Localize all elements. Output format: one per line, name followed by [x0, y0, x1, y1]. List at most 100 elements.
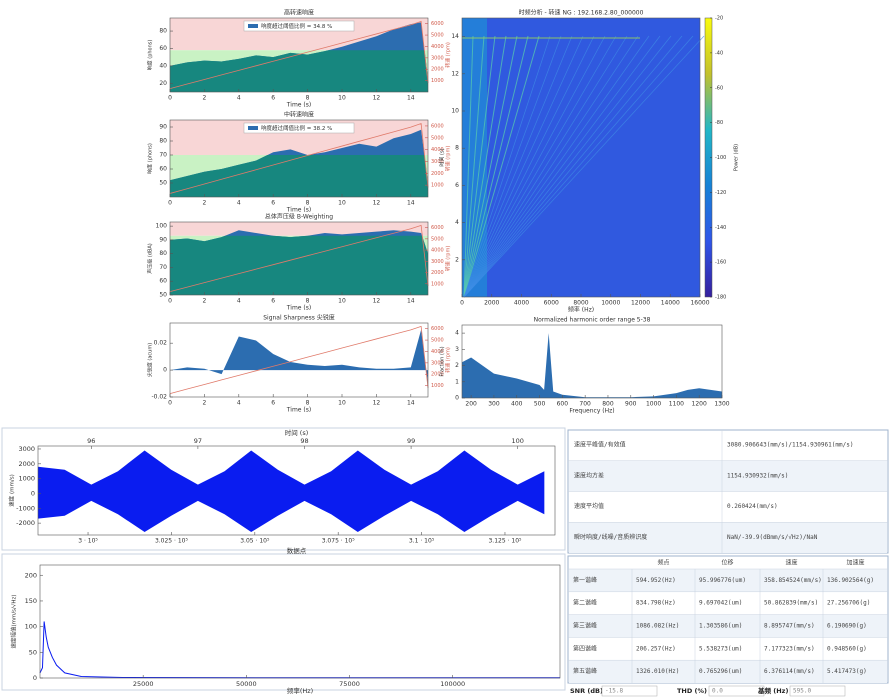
y2-tick-label: 1000 [431, 183, 444, 189]
status-field [708, 685, 765, 697]
colorbar-tick-label: -140 [715, 225, 726, 231]
x-tick-label: 4 [237, 400, 241, 407]
x-tick-label: 2000 [484, 300, 499, 307]
y-axis-label: 速度幅值(mm/s/√Hz) [10, 594, 18, 648]
cell-value: 206.257(Hz) [636, 645, 676, 652]
x-tick-label: 8 [306, 298, 310, 305]
stat-value: NaN/-39.9(dBmm/s/√Hz)/NaN [727, 534, 818, 541]
y-tick-label: 60 [159, 278, 167, 285]
harmonic-trace [463, 35, 562, 298]
y-tick-label: 60 [159, 45, 167, 52]
x2-tick-label: 3.05 · 10⁵ [240, 538, 270, 545]
x-tick-label: 12 [373, 400, 381, 407]
legend-label: 响度超过阈值比例 = 38.2 % [261, 124, 332, 132]
y-tick-label: 50 [29, 648, 37, 656]
column-header: 位移 [721, 559, 733, 567]
cell-value: 50.862839(mm/s) [764, 600, 818, 607]
x-tick-label: 8000 [573, 300, 588, 307]
harmonic-trace [463, 35, 617, 298]
y-tick-label: -0.02 [151, 394, 167, 401]
y-tick-label: 70 [159, 152, 167, 159]
y-tick-label: 80 [159, 28, 167, 35]
y-axis-label: 响度 (phons) [147, 40, 154, 71]
y-tick-label: 4 [455, 219, 459, 226]
harmonic-trace [463, 35, 650, 298]
stat-label: 速度平峰值/有效值 [574, 441, 626, 449]
stat-label: 瞬时响度/线噪/音质辨识度 [574, 533, 647, 541]
column-header: 速度 [785, 559, 797, 567]
y-tick-label: 90 [159, 236, 167, 243]
y-axis-label: Fraction (%) [440, 346, 446, 376]
x-tick-label: 8 [306, 400, 310, 407]
y-tick-label: 50 [159, 292, 167, 299]
y-axis-label: 时间 (s) [439, 148, 446, 166]
x-tick-label: 4000 [514, 300, 529, 307]
y2-axis-label: 转速 (rpm) [445, 146, 452, 172]
y-tick-label: 70 [159, 264, 167, 271]
y2-tick-label: 3000 [431, 55, 444, 61]
x-axis-label: Time (s) [286, 102, 311, 109]
row-label: 第三谐峰 [573, 622, 597, 630]
cell-value: 5.417473(g) [827, 668, 867, 675]
x-tick-label: 1200 [692, 401, 707, 408]
plot-frame [169, 322, 429, 398]
stat-label: 速度均方差 [574, 471, 604, 479]
y-axis-label: 速度 (mm/s) [8, 474, 16, 506]
y2-tick-label: 4000 [431, 147, 444, 153]
x2-tick-label: 3.025 · 10⁵ [155, 538, 189, 545]
x-tick-label: 2 [202, 400, 206, 407]
plot-frame [169, 119, 429, 198]
row-shade [569, 569, 887, 592]
y-tick-label: 10 [451, 108, 459, 115]
colorbar-tick-label: -40 [715, 50, 723, 56]
x-tick-label: 0 [168, 400, 172, 407]
x-tick-label: 12000 [631, 300, 650, 307]
y2-tick-label: 2000 [431, 171, 444, 177]
cell-value: 95.996776(um) [699, 577, 746, 584]
row-label: 第一谐峰 [573, 576, 597, 584]
cell-value: 136.902564(g) [827, 577, 874, 584]
x-tick-label: 10000 [601, 300, 620, 307]
cell-value: 1326.010(Hz) [636, 668, 679, 675]
cell-value: 6.376114(mm/s) [764, 668, 815, 675]
x-tick-label: 25000 [133, 680, 154, 688]
y2-tick-label: 2000 [431, 372, 444, 378]
y2-tick-label: 3000 [431, 159, 444, 165]
y2-tick-label: 2000 [431, 270, 444, 276]
y-tick-label: 50 [159, 180, 167, 187]
harmonic-trace [463, 35, 694, 298]
spectrum-panel [1, 553, 566, 691]
x2-tick-label: 3 · 10⁵ [78, 538, 98, 545]
x-tick-label: 14 [407, 298, 415, 305]
legend-label: 响度超过阈值比例 = 34.8 % [261, 22, 332, 30]
chart-title: 总体声压级 B-Weighting [265, 213, 333, 221]
waveform-envelope [38, 493, 545, 533]
harmonic-trace [463, 35, 683, 298]
spectrum-line [39, 621, 560, 679]
harmonic-trace [463, 35, 639, 298]
x-tick-label: 14000 [661, 300, 680, 307]
x-axis-label: Time (s) [286, 407, 311, 414]
cell-value: 358.854524(mm/s) [764, 577, 822, 584]
x-tick-label: 2 [202, 298, 206, 305]
y-tick-label: 4 [455, 330, 459, 337]
row-shade [569, 460, 887, 492]
y-tick-label: 3000 [18, 445, 35, 453]
harmonic-trace [463, 35, 529, 298]
rpm-line [169, 224, 429, 293]
status-label: 基频 (Hz) [757, 686, 788, 695]
colorbar-tick-label: -100 [715, 155, 726, 161]
x-tick-label: 12 [373, 95, 381, 102]
y-tick-label: 0 [163, 367, 167, 374]
x-tick-label: 700 [579, 401, 591, 408]
cell-value: 9.697042(um) [699, 600, 742, 607]
stat-value: 0.260424(mm/s) [727, 503, 778, 510]
x-tick-label: 16000 [690, 300, 709, 307]
stat-value: 1154.930932(mm/s) [727, 472, 788, 479]
y-tick-label: 14 [451, 33, 459, 40]
x-tick-label: 6 [271, 95, 275, 102]
y-tick-label: -2000 [16, 519, 35, 527]
y2-tick-label: 3000 [431, 259, 444, 265]
rpm-line [169, 123, 429, 194]
y-axis-label: 声压级 (dBA) [147, 243, 154, 274]
